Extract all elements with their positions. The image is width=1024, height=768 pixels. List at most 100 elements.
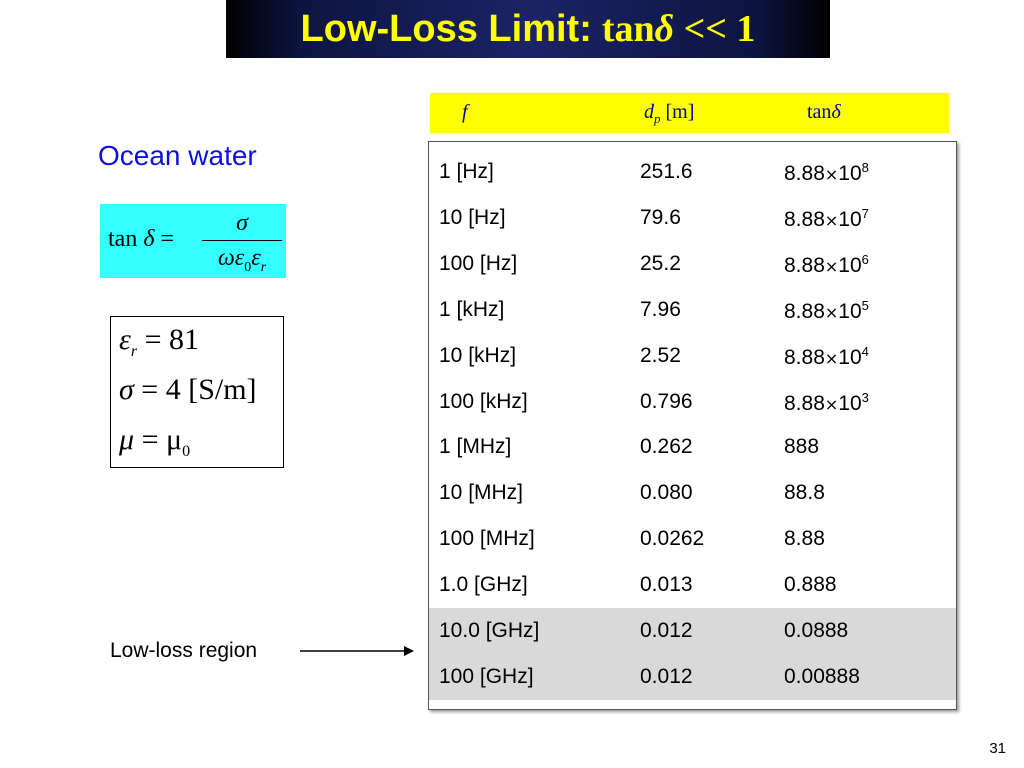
table-row: 10.0 [GHz] 0.012 0.0888 (429, 608, 956, 654)
header-f: f (462, 101, 468, 123)
denom-eps: ε (251, 245, 261, 271)
param-value: = 4 [S/m] (133, 373, 257, 406)
tan-base: 88.8 (784, 481, 825, 505)
cell-frequency: 10 [MHz] (439, 481, 524, 505)
tan-exponent: 8 (861, 160, 869, 175)
cell-loss-tangent: 8.88 (784, 527, 825, 551)
ocean-water-heading: Ocean water (98, 140, 257, 171)
cell-penetration-depth: 79.6 (640, 205, 681, 229)
tan-mantissa: 10 (838, 345, 862, 369)
formula-fraction: σ ωε0εr (202, 210, 282, 276)
tan-base: 0.0888 (784, 619, 849, 642)
cell-penetration-depth: 0.012 (640, 619, 693, 642)
cell-penetration-depth: 0.013 (640, 573, 693, 597)
low-loss-region-label: Low-loss region (110, 639, 258, 662)
cell-loss-tangent: 8.88×108 (784, 160, 869, 186)
tan-mantissa: 10 (838, 299, 862, 323)
cell-loss-tangent: 0.0888 (784, 619, 848, 643)
tan-base: 0.00888 (784, 664, 860, 688)
ocean-water-parameters: εr = 81 σ = 4 [S/m] μ = μ0 (110, 316, 284, 468)
param-symbol: ε (119, 323, 131, 356)
title-math-symbol: δ (654, 8, 675, 50)
formula-equals: = (160, 226, 175, 252)
cell-frequency: 100 [GHz] (439, 664, 534, 688)
table-row: 10 [Hz] 79.6 8.88×107 (429, 195, 956, 241)
cell-penetration-depth: 0.012 (640, 664, 693, 688)
fraction-bar (202, 240, 282, 241)
tan-exponent: 4 (861, 343, 869, 359)
tan-base: 8.88 (784, 345, 825, 369)
cell-loss-tangent: 8.88×105 (784, 298, 869, 324)
title-math-func: tan (601, 8, 655, 50)
tan-base: 0.888 (784, 573, 837, 597)
cell-loss-tangent: 8.88×104 (784, 344, 869, 370)
cell-loss-tangent: 88.8 (784, 481, 825, 505)
param-sub: 0 (182, 443, 191, 460)
cell-loss-tangent: 8.88×103 (784, 390, 869, 416)
tan-base: 8.88 (784, 299, 825, 323)
title-math-suffix: << 1 (674, 8, 756, 50)
formula-func: tan (108, 226, 138, 252)
cell-loss-tangent: 888 (784, 435, 819, 459)
header-loss-tangent: tanδ (807, 101, 841, 124)
tan-mantissa: 10 (838, 391, 862, 415)
tan-base: 8.88 (784, 207, 825, 231)
table-row: 10 [kHz] 2.52 8.88×104 (429, 333, 956, 379)
times-symbol: × (824, 210, 839, 230)
table-row: 100 [kHz] 0.796 8.88×103 (429, 379, 956, 425)
param-value: = μ (134, 423, 183, 456)
formula-delta: δ (143, 226, 155, 252)
title-text: Low-Loss Limit: (300, 7, 592, 50)
cell-loss-tangent: 8.88×107 (784, 206, 869, 232)
header-unit: [m] (660, 101, 695, 123)
header-tan: tan (807, 101, 832, 123)
cell-loss-tangent: 8.88×106 (784, 252, 869, 278)
header-frequency: f (462, 101, 468, 124)
cell-penetration-depth: 2.52 (640, 343, 681, 367)
cell-penetration-depth: 0.796 (640, 389, 693, 413)
formula-numerator: σ (236, 210, 248, 236)
tan-base: 8.88 (784, 162, 825, 185)
table-row: 1.0 [GHz] 0.013 0.888 (429, 562, 956, 608)
param-relative-permittivity: εr = 81 (119, 323, 199, 361)
page-number: 31 (989, 740, 1006, 757)
param-symbol: μ (119, 423, 135, 456)
table-header: f dp [m] tanδ (430, 93, 949, 133)
cell-penetration-depth: 7.96 (640, 297, 681, 321)
tan-base: 8.88 (784, 253, 825, 277)
tan-mantissa: 10 (838, 253, 862, 277)
table-row: 1 [MHz] 0.262 888 (429, 424, 956, 470)
param-permeability: μ = μ0 (119, 423, 190, 461)
formula-denominator: ωε0εr (202, 245, 282, 276)
table-row: 10 [MHz] 0.080 88.8 (429, 470, 956, 516)
cell-penetration-depth: 0.0262 (640, 527, 705, 551)
cell-frequency: 1 [Hz] (439, 160, 494, 183)
table-row: 100 [MHz] 0.0262 8.88 (429, 516, 956, 562)
cell-frequency: 100 [MHz] (439, 527, 535, 551)
times-symbol: × (824, 256, 839, 276)
header-penetration-depth: dp [m] (644, 101, 694, 127)
cell-loss-tangent: 0.888 (784, 573, 837, 597)
tan-mantissa: 10 (838, 207, 862, 231)
cell-frequency: 100 [kHz] (439, 389, 528, 413)
title-math: tanδ << 1 (602, 7, 756, 51)
table-row: 1 [kHz] 7.96 8.88×105 (429, 287, 956, 333)
data-table: 1 [Hz] 251.6 8.88×108 10 [Hz] 79.6 8.88×107 10… (428, 141, 957, 710)
cell-frequency: 1 [kHz] (439, 297, 505, 321)
cell-frequency: 10 [Hz] (439, 205, 506, 229)
slide-title: Low-Loss Limit: tanδ << 1 (226, 0, 830, 58)
cell-penetration-depth: 25.2 (640, 251, 681, 275)
cell-frequency: 10.0 [GHz] (439, 619, 540, 642)
cell-loss-tangent: 0.00888 (784, 665, 860, 689)
table-row: 100 [GHz] 0.012 0.00888 (429, 653, 956, 700)
table-row: 100 [Hz] 25.2 8.88×106 (429, 241, 956, 287)
tan-mantissa: 10 (838, 162, 862, 185)
header-p: p (654, 111, 661, 126)
times-symbol: × (824, 394, 839, 414)
cell-penetration-depth: 0.262 (640, 435, 693, 459)
denom-sub-0: 0 (244, 259, 252, 275)
param-value: = 81 (137, 323, 199, 356)
cell-penetration-depth: 251.6 (640, 160, 693, 183)
param-symbol: σ (119, 373, 134, 406)
table-row: 1 [Hz] 251.6 8.88×108 (429, 149, 956, 195)
